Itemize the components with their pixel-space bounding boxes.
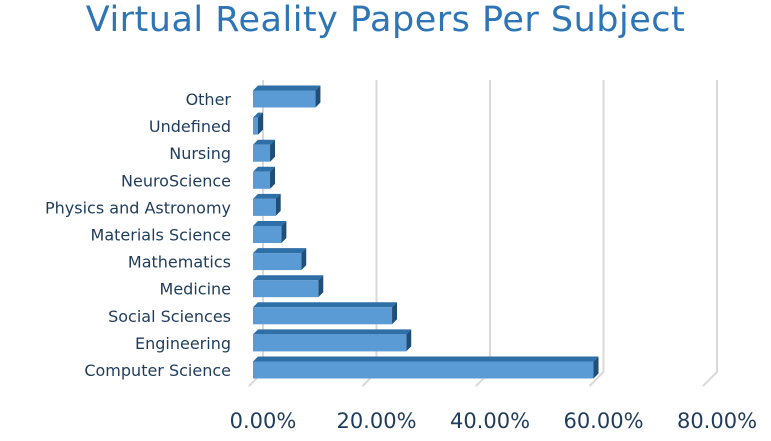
bar-top-face [253,248,307,254]
bar-side-face [281,221,287,243]
category-label: Social Sciences [108,307,231,326]
bar [253,307,393,325]
bar-side-face [270,139,276,162]
bar [253,90,316,108]
bar-side-face [318,275,324,298]
bar [253,171,271,189]
bar-side-face [301,248,307,271]
gridline-floor [702,371,718,387]
bar [253,280,319,298]
category-label: Physics and Astronomy [45,198,231,217]
bar-top-face [253,356,599,362]
bar [253,334,407,352]
bar-top-face [253,85,321,91]
bar [253,226,282,243]
category-label: Computer Science [84,361,231,380]
x-tick-label: 20.00% [336,409,416,433]
bar-top-face [253,302,398,308]
bar [253,117,258,135]
bar-top-face [253,166,276,172]
bar-side-face [258,112,263,135]
chart-title: Virtual Reality Papers Per Subject [85,0,686,40]
x-tick-label: 40.00% [450,409,530,433]
bar [253,144,271,162]
category-label: Engineering [135,334,231,353]
bar-side-face [392,302,398,325]
bar [253,198,276,216]
category-label: Undefined [149,117,231,136]
bar-top-face [253,193,281,199]
bar [253,253,302,271]
bar-side-face [315,85,321,108]
bar-top-face [253,221,287,226]
bar-top-face [253,112,263,118]
x-tick-label: 0.00% [230,409,297,433]
category-label: Mathematics [128,253,231,272]
bar-side-face [593,356,599,379]
bar-side-face [270,166,276,189]
category-label: Nursing [169,144,231,163]
bar-side-face [406,329,412,352]
category-label: Medicine [160,280,231,299]
bar-top-face [253,329,412,335]
bar-top-face [253,139,276,145]
category-label: NeuroScience [121,171,231,190]
bar-side-face [275,193,281,216]
gridline-floor [588,371,605,387]
x-tick-label: 60.00% [563,409,643,433]
bar-top-face [253,275,324,281]
category-label: Other [186,90,232,109]
x-tick-label: 80.00% [677,409,757,433]
category-label: Materials Science [91,226,231,245]
bar [253,361,594,379]
